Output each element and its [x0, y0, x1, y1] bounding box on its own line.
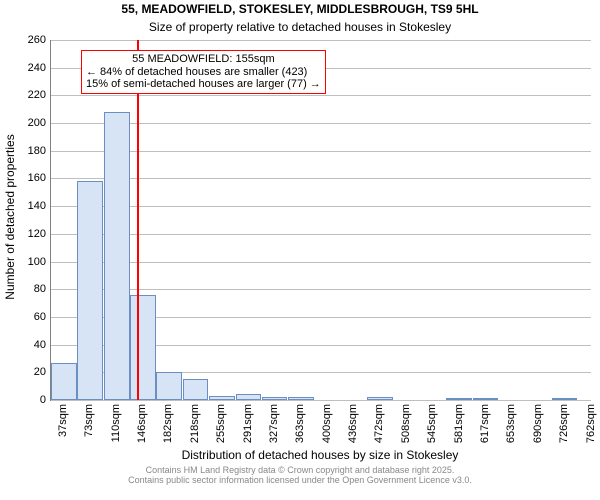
plot-area: 55 MEADOWFIELD: 155sqm ← 84% of detached…: [50, 40, 591, 401]
gridline: [51, 400, 591, 401]
gridline: [51, 206, 591, 207]
xtick-label: 545sqm: [426, 404, 438, 443]
footer-line2: Contains public sector information licen…: [0, 476, 600, 486]
xtick-label: 255sqm: [215, 404, 227, 443]
xtick-label: 472sqm: [373, 404, 385, 443]
gridline: [51, 234, 591, 235]
histogram-bar: [446, 398, 472, 400]
gridline: [51, 95, 591, 96]
histogram-bar: [209, 396, 235, 400]
histogram-bar: [367, 397, 393, 400]
annotation-line3: 15% of semi-detached houses are larger (…: [86, 78, 321, 91]
xtick-label: 617sqm: [479, 404, 491, 443]
xtick-label: 581sqm: [453, 404, 465, 443]
xtick-label: 327sqm: [268, 404, 280, 443]
marker-line: [137, 40, 139, 400]
gridline: [51, 40, 591, 41]
xtick-label: 508sqm: [400, 404, 412, 443]
xtick-label: 363sqm: [294, 404, 306, 443]
histogram-bar: [552, 398, 578, 400]
histogram-bar: [77, 181, 103, 400]
xtick-label: 436sqm: [347, 404, 359, 443]
histogram-bar: [183, 379, 209, 400]
histogram-bar: [104, 112, 130, 400]
xtick-label: 291sqm: [242, 404, 254, 443]
histogram-bar: [262, 397, 288, 400]
chart-container: 55, MEADOWFIELD, STOKESLEY, MIDDLESBROUG…: [0, 0, 600, 500]
histogram-bar: [473, 398, 499, 400]
xtick-label: 762sqm: [585, 404, 597, 443]
y-axis-label: Number of detached properties: [3, 37, 17, 397]
xtick-label: 110sqm: [110, 404, 122, 442]
annotation-line2: ← 84% of detached houses are smaller (42…: [86, 66, 321, 79]
x-axis-label: Distribution of detached houses by size …: [50, 448, 590, 462]
gridline: [51, 289, 591, 290]
xtick-label: 690sqm: [532, 404, 544, 443]
histogram-bar: [236, 394, 262, 400]
xtick-label: 726sqm: [558, 404, 570, 443]
gridline: [51, 123, 591, 124]
chart-title-line2: Size of property relative to detached ho…: [0, 20, 600, 34]
histogram-bar: [156, 372, 182, 400]
xtick-label: 146sqm: [136, 404, 148, 443]
xtick-label: 37sqm: [57, 404, 69, 437]
histogram-bar: [130, 295, 156, 400]
histogram-bar: [51, 363, 77, 400]
xtick-label: 400sqm: [321, 404, 333, 443]
histogram-bar: [288, 397, 314, 400]
gridline: [51, 262, 591, 263]
xtick-label: 653sqm: [505, 404, 517, 443]
annotation-line1: 55 MEADOWFIELD: 155sqm: [86, 53, 321, 66]
gridline: [51, 178, 591, 179]
gridline: [51, 151, 591, 152]
xtick-label: 73sqm: [83, 404, 95, 437]
xtick-label: 182sqm: [162, 404, 174, 443]
chart-title-line1: 55, MEADOWFIELD, STOKESLEY, MIDDLESBROUG…: [0, 2, 600, 16]
annotation-box: 55 MEADOWFIELD: 155sqm ← 84% of detached…: [81, 50, 326, 94]
xtick-label: 218sqm: [189, 404, 201, 443]
footer-attribution: Contains HM Land Registry data © Crown c…: [0, 466, 600, 486]
